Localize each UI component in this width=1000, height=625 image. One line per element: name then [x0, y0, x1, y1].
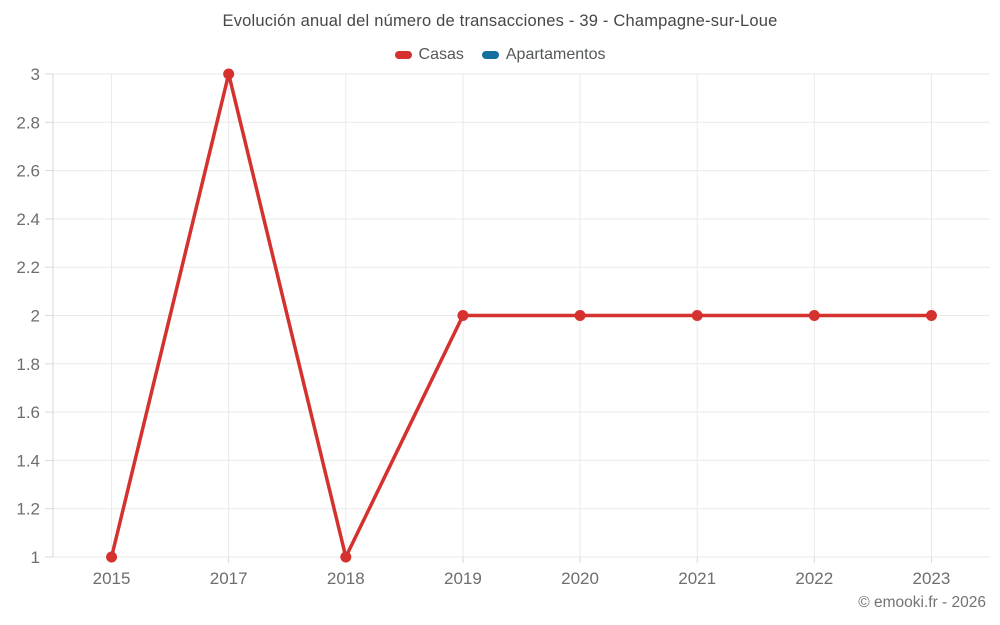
x-tick-label: 2022 — [795, 569, 833, 588]
x-tick-label: 2020 — [561, 569, 599, 588]
legend-item-casas[interactable]: Casas — [394, 46, 464, 64]
y-tick-label: 3 — [31, 65, 40, 84]
x-tick-label: 2019 — [444, 569, 482, 588]
y-tick-label: 2 — [31, 307, 40, 326]
y-tick-label: 1.2 — [16, 500, 40, 519]
data-point-casas — [106, 551, 118, 563]
y-tick-label: 1.6 — [16, 403, 40, 422]
chart-legend: Casas Apartamentos — [0, 46, 1000, 64]
y-tick-label: 2.2 — [16, 258, 40, 277]
data-point-casas — [223, 68, 235, 80]
casas-series-swatch-icon — [394, 51, 412, 59]
legend-label-casas: Casas — [418, 46, 464, 63]
apartamentos-series-swatch-icon — [481, 51, 499, 59]
series-line-casas — [109, 72, 932, 559]
y-tick-label: 2.8 — [16, 113, 40, 132]
y-tick-label: 2.6 — [16, 162, 40, 181]
data-point-casas — [691, 310, 703, 321]
x-tick-label: 2015 — [93, 569, 131, 588]
data-point-casas — [808, 310, 820, 321]
data-point-casas — [925, 310, 937, 321]
x-tick-label: 2023 — [913, 569, 951, 588]
y-tick-label: 1.8 — [16, 355, 40, 374]
data-point-casas — [457, 310, 469, 321]
x-tick-label: 2021 — [678, 569, 716, 588]
copyright-credit: © emooki.fr - 2026 — [858, 594, 986, 611]
chart-title: Evolución anual del número de transaccio… — [222, 12, 778, 30]
legend-label-apartamentos: Apartamentos — [505, 46, 606, 63]
y-tick-label: 2.4 — [16, 210, 40, 229]
data-point-casas — [340, 551, 352, 563]
data-point-casas — [574, 310, 586, 321]
x-tick-label: 2018 — [327, 569, 365, 588]
legend-item-apartamentos[interactable]: Apartamentos — [481, 46, 606, 64]
y-tick-label: 1 — [31, 548, 40, 567]
y-tick-label: 1.4 — [16, 451, 40, 470]
x-tick-label: 2017 — [210, 569, 248, 588]
